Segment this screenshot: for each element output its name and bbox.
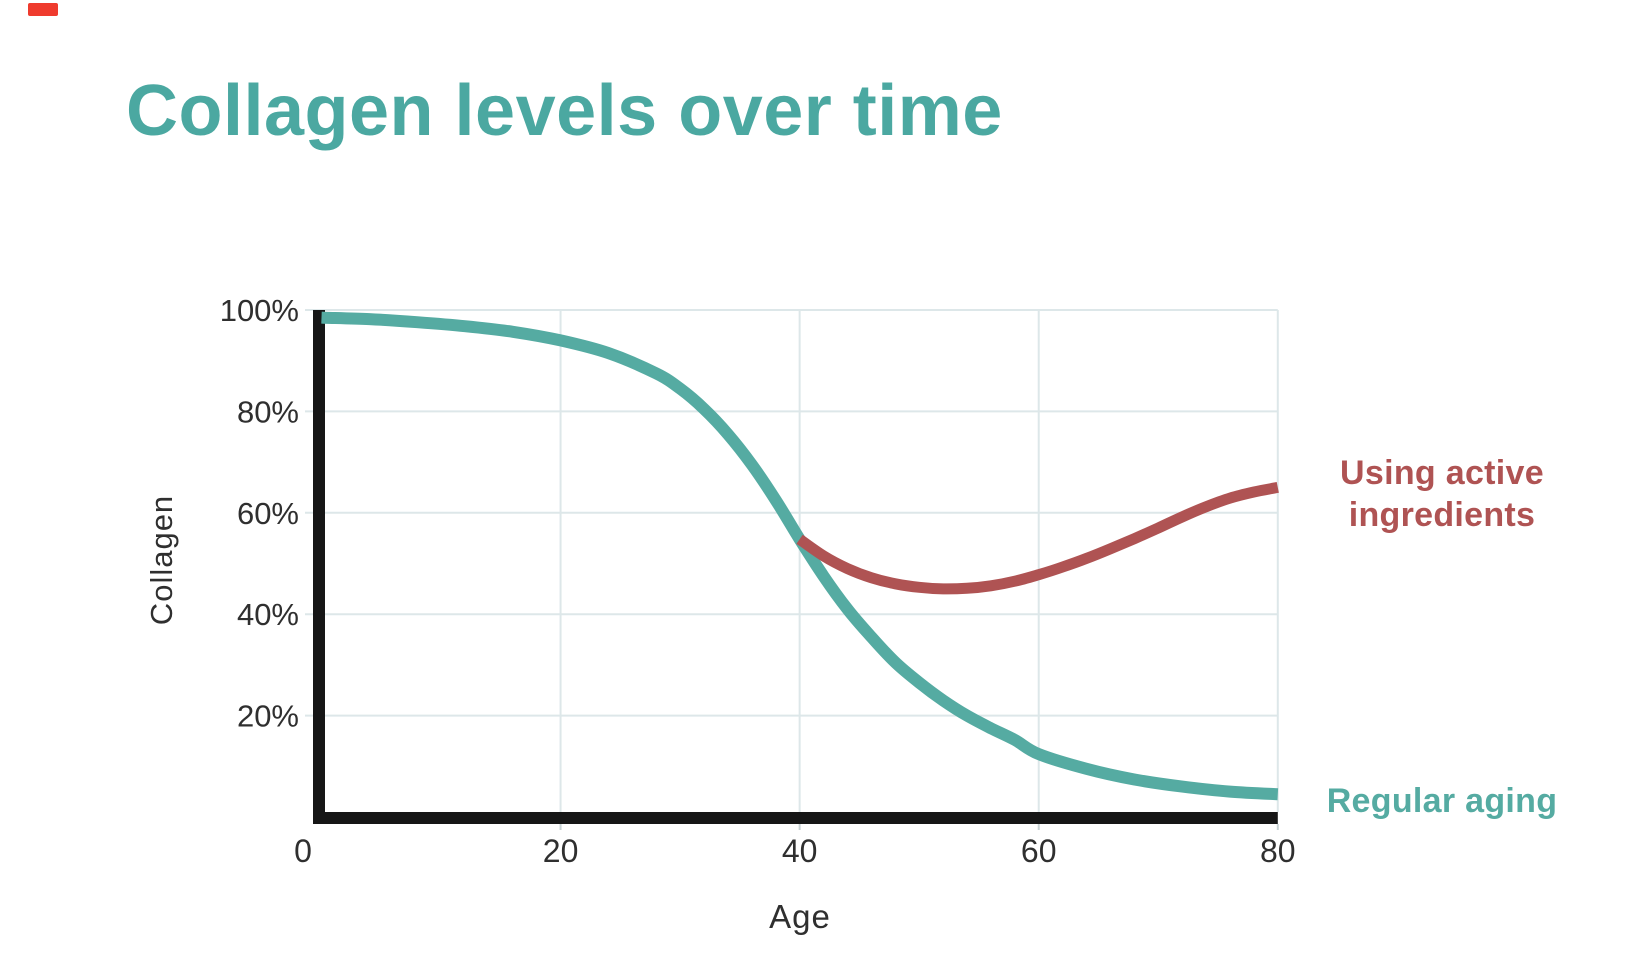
x-tick-label: 0	[294, 833, 312, 869]
legend-regular-aging: Regular aging	[1326, 782, 1558, 820]
recording-indicator	[28, 3, 58, 16]
active-ingredients-curve	[796, 482, 1279, 595]
x-axis-title: Age	[769, 898, 831, 935]
x-tick-label: 20	[543, 833, 579, 869]
y-axis-title: Collagen	[144, 494, 179, 626]
x-axis-line	[313, 812, 1278, 824]
y-tick-label: 100%	[220, 293, 299, 328]
y-tick-label: 20%	[237, 699, 299, 734]
page-title: Collagen levels over time	[126, 71, 1003, 151]
x-tick-label: 60	[1021, 833, 1057, 869]
x-tick-label: 80	[1260, 833, 1296, 869]
y-axis-line	[313, 310, 325, 824]
regular-aging-curve	[321, 311, 1279, 801]
y-tick-label: 40%	[237, 597, 299, 632]
y-tick-label: 80%	[237, 394, 299, 429]
x-tick-label: 40	[782, 833, 818, 869]
legend-active-ingredients: Using active ingredients	[1340, 454, 1544, 534]
y-tick-label: 60%	[237, 496, 299, 531]
